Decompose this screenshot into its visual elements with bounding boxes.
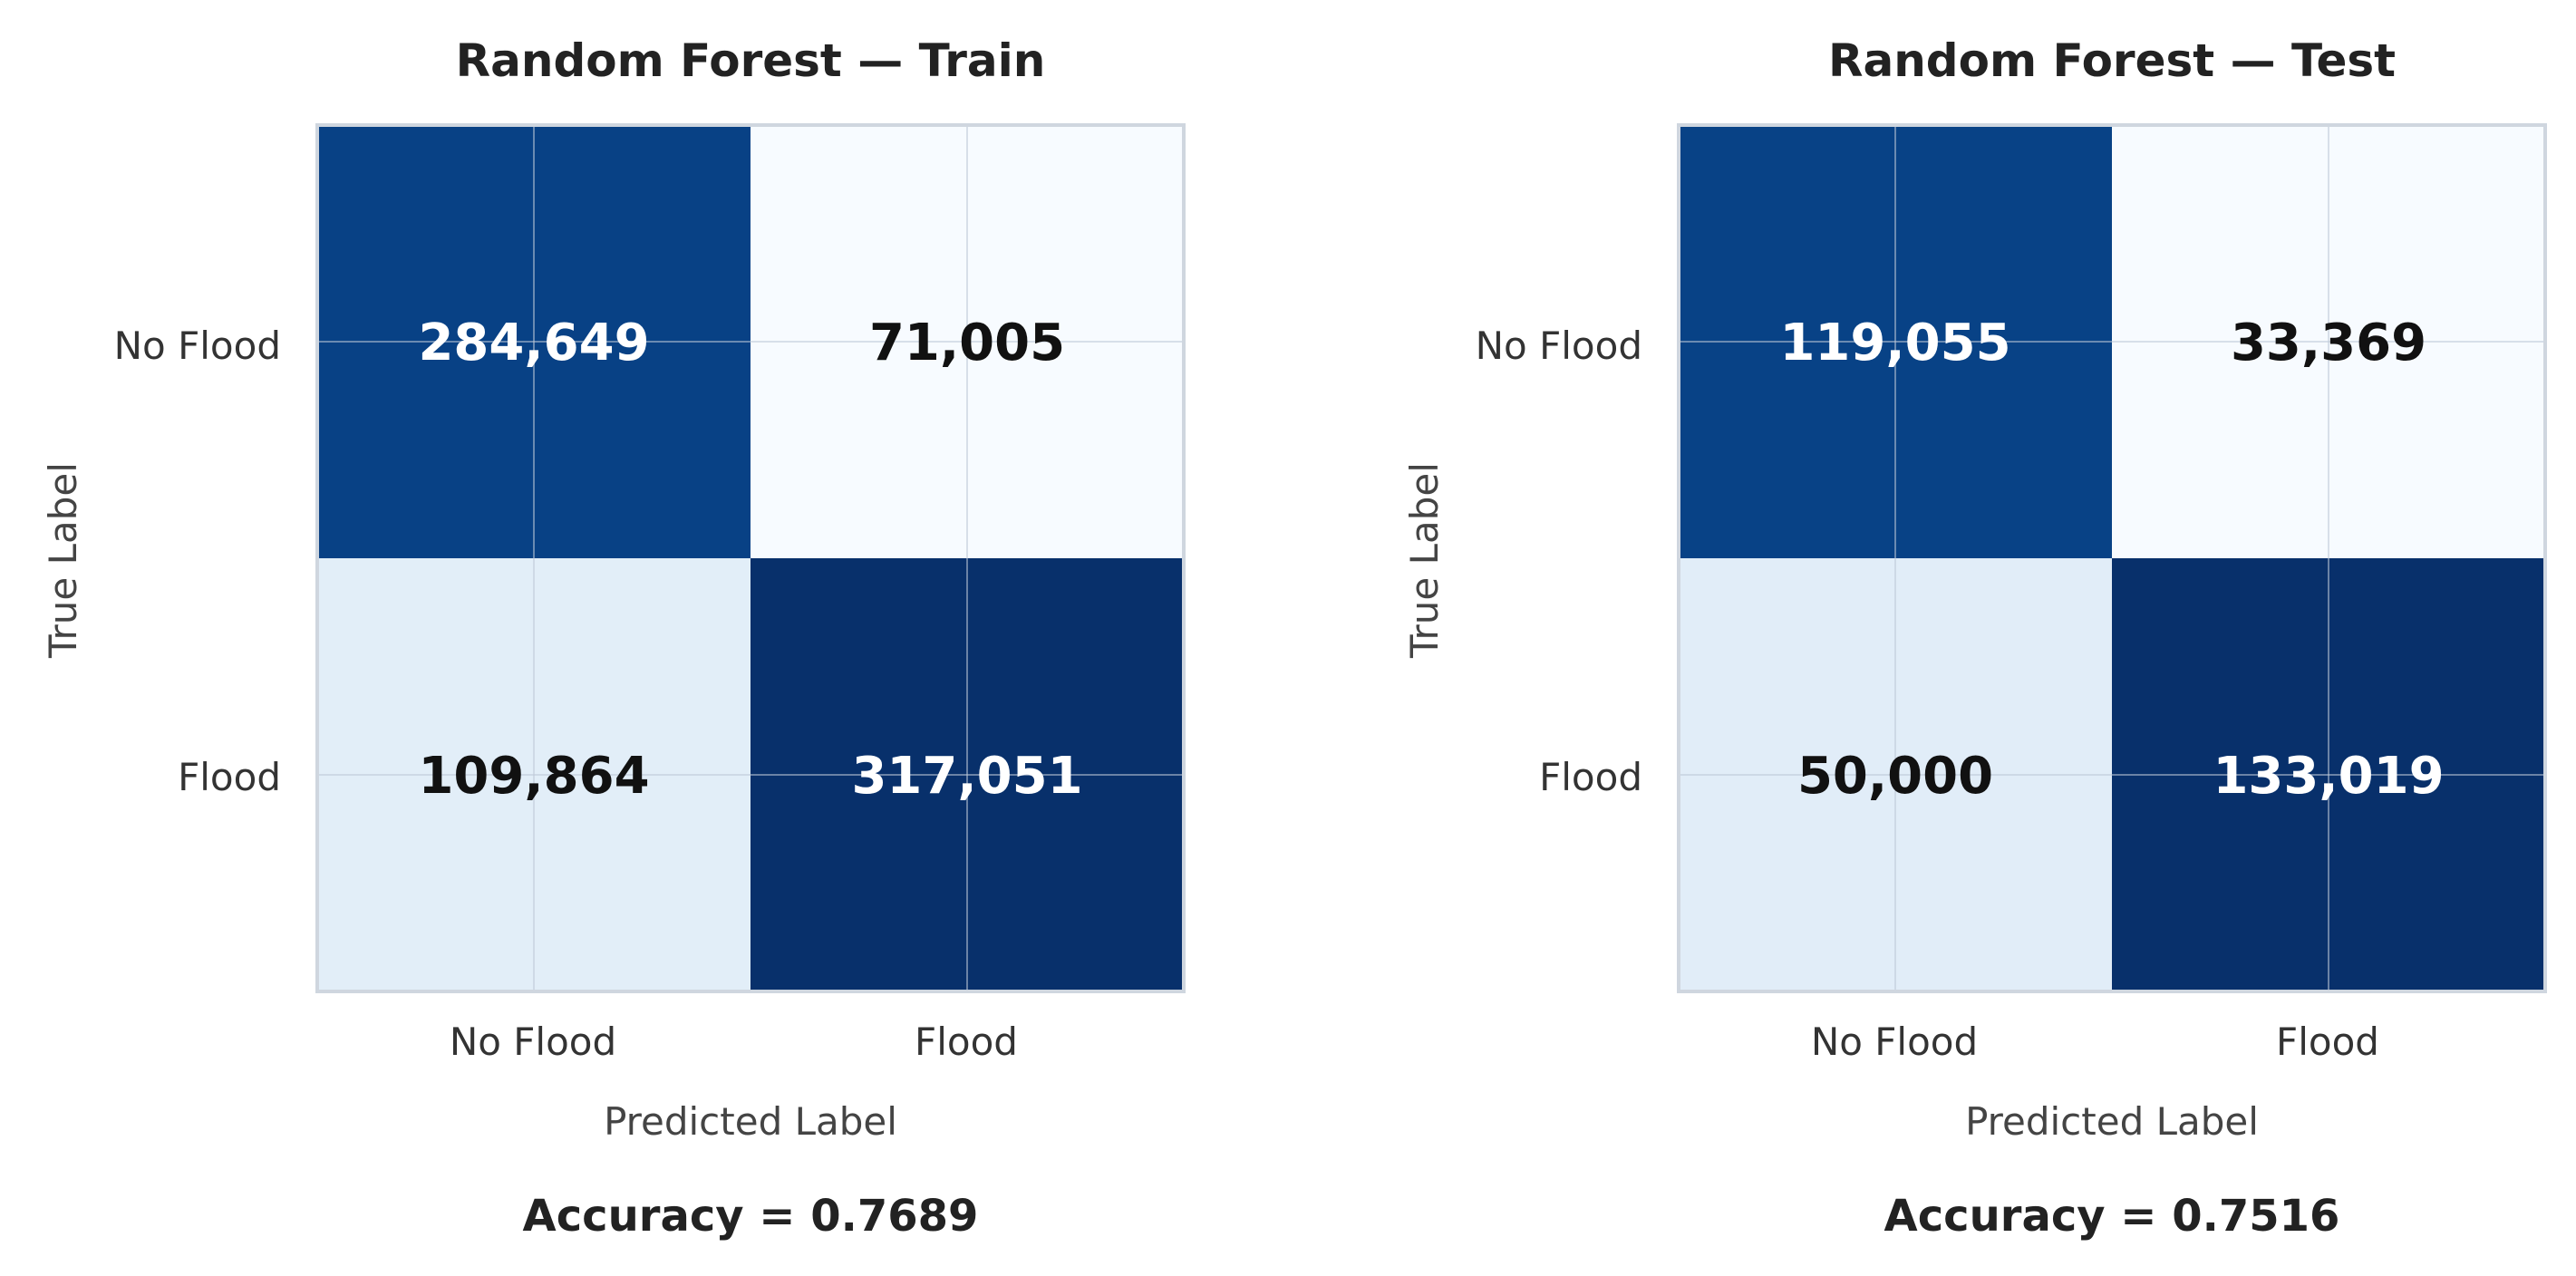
cell-value-train-r1-c1: 317,051: [851, 747, 1082, 806]
cell-value-train-r1-c0: 109,864: [418, 747, 649, 806]
y-axis-label-test: True Label: [1402, 462, 1447, 659]
y-axis-label-train: True Label: [41, 462, 85, 659]
cell-value-test-r1-c1: 133,019: [2213, 747, 2444, 806]
heatmap-frame-train: [315, 123, 1186, 993]
heatmap-test: 119,055 33,369 50,000 133,019: [1677, 123, 2547, 993]
cell-value-train-r0-c1: 71,005: [869, 314, 1065, 372]
x-axis-label-train: Predicted Label: [604, 1099, 897, 1144]
accuracy-label-train: Accuracy = 0.7689: [523, 1191, 979, 1242]
y-tick-no-flood-train: No Flood: [114, 324, 281, 368]
y-tick-flood-train: Flood: [178, 755, 281, 799]
x-tick-flood-test: Flood: [2276, 1020, 2379, 1064]
chart-title-train: Random Forest — Train: [456, 34, 1046, 87]
cell-value-test-r1-c0: 50,000: [1797, 747, 1993, 806]
heatmap-frame-test: [1677, 123, 2547, 993]
panel-train: Random Forest — Train 284,649 71,005 109,8…: [41, 34, 1186, 1242]
x-tick-no-flood-train: No Flood: [450, 1020, 616, 1064]
cell-value-train-r0-c0: 284,649: [418, 314, 649, 372]
heatmap-train: 284,649 71,005 109,864 317,051: [315, 123, 1186, 993]
chart-title-test: Random Forest — Test: [1828, 34, 2396, 87]
panel-test: Random Forest — Test 119,055 33,369 50,000…: [1402, 34, 2547, 1242]
x-axis-label-test: Predicted Label: [1965, 1099, 2259, 1144]
cell-value-test-r0-c1: 33,369: [2231, 314, 2426, 372]
x-tick-no-flood-test: No Flood: [1811, 1020, 1978, 1064]
cell-value-test-r0-c0: 119,055: [1779, 314, 2010, 372]
y-tick-flood-test: Flood: [1539, 755, 1642, 799]
x-tick-flood-train: Flood: [915, 1020, 1018, 1064]
y-tick-no-flood-test: No Flood: [1476, 324, 1642, 368]
accuracy-label-test: Accuracy = 0.7516: [1884, 1191, 2340, 1242]
